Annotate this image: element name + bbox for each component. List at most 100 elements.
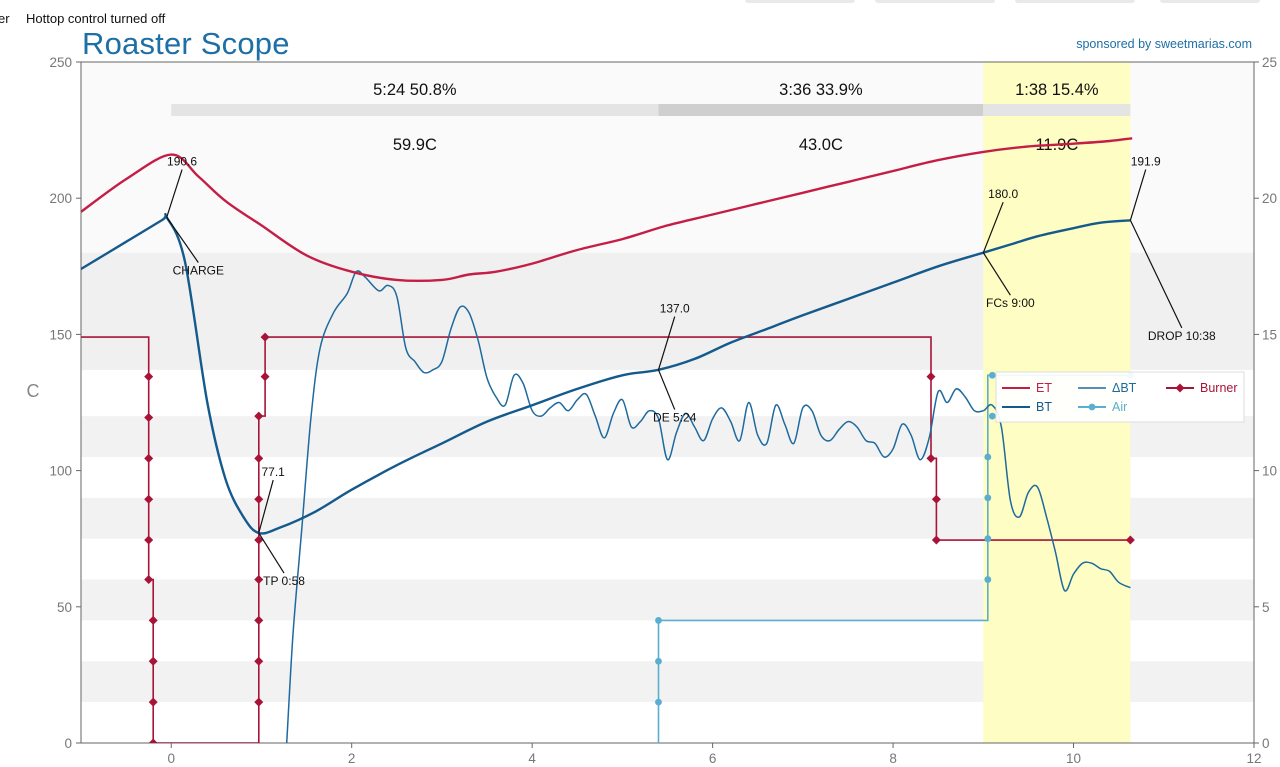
burner-marker: [254, 615, 264, 625]
x-tick-label: 8: [889, 751, 897, 766]
annotation-label: CHARGE: [173, 263, 224, 277]
window-tab-1[interactable]: [745, 0, 855, 3]
truncated-label: er: [0, 11, 10, 26]
delta-bt-line: [285, 270, 1131, 743]
top-status-bar: er Hottop control turned off: [0, 0, 1280, 34]
chart-title: Roaster Scope: [82, 26, 290, 61]
annotation-label: 180.0: [988, 187, 1018, 201]
burner-marker: [254, 575, 264, 585]
burner-marker: [931, 535, 941, 545]
air-marker: [988, 371, 996, 379]
air-marker: [984, 535, 992, 543]
air-marker: [988, 412, 996, 420]
annotation-label: TP 0:58: [263, 574, 305, 588]
status-message: Hottop control turned off: [26, 11, 166, 26]
x-tick-label: 6: [709, 751, 717, 766]
y2-tick-label: 25: [1262, 55, 1277, 70]
legend-box: [995, 371, 1245, 423]
legend: ET BT ΔBT Air Burner: [995, 371, 1245, 423]
window-tab-3[interactable]: [1015, 0, 1135, 3]
annotation-label: 190.6: [167, 155, 197, 169]
y2-tick-label: 0: [1262, 736, 1270, 751]
burner-marker: [254, 697, 264, 707]
burner-marker: [254, 453, 264, 463]
y-tick-label: 150: [49, 327, 72, 342]
phase-bar: [658, 104, 984, 116]
y2-tick-label: 10: [1262, 464, 1277, 479]
burner-marker: [254, 535, 264, 545]
burner-marker: [254, 656, 264, 666]
annotation-leader: [1129, 220, 1183, 329]
burner-marker: [260, 372, 270, 382]
legend-marker-Air: [1088, 403, 1096, 411]
burner-marker: [254, 494, 264, 504]
annotation-leader: [982, 201, 1004, 253]
burner-marker: [144, 535, 154, 545]
annotation-label: 77.1: [262, 465, 286, 479]
burner-marker: [254, 411, 264, 421]
plot-frame: [80, 61, 1255, 744]
burner-marker: [148, 656, 158, 666]
annotation-label: DE 5:24: [653, 411, 697, 425]
burner-marker: [144, 453, 154, 463]
annotation-label: 137.0: [660, 302, 690, 316]
air-marker: [655, 698, 662, 706]
burner-marker: [144, 372, 154, 382]
legend-marker-Burner: [1175, 383, 1185, 393]
legend-label-Air: Air: [1112, 400, 1127, 414]
x-tick-label: 0: [167, 751, 175, 766]
phase-delta: 59.9C: [393, 136, 437, 154]
annotation-leader: [982, 252, 1011, 296]
y-axis-label: C: [27, 381, 40, 401]
x-tick-label: 2: [348, 751, 356, 766]
air-marker: [655, 617, 662, 624]
bt-line: [81, 212, 1131, 535]
window-tab-2[interactable]: [875, 0, 995, 3]
annotation-label: FCs 9:00: [986, 296, 1035, 310]
x-tick-label: 4: [528, 751, 536, 766]
burner-marker: [144, 494, 154, 504]
y2-tick-label: 5: [1262, 600, 1270, 615]
burner-marker: [260, 332, 270, 342]
air-marker: [655, 657, 662, 665]
x-tick-label: 10: [1066, 751, 1081, 766]
phase-bar: [983, 104, 1131, 116]
annotation-label: 191.9: [1131, 155, 1161, 169]
burner-marker: [148, 697, 158, 707]
annotation-leader: [258, 479, 274, 534]
air-marker: [984, 453, 992, 461]
legend-label-Burner: Burner: [1200, 381, 1238, 395]
y2-tick-label: 15: [1262, 327, 1277, 342]
air-marker: [984, 576, 992, 583]
air-marker: [984, 494, 992, 502]
event-annotations: 190.6 CHARGE 77.1 TP 0:58 137.0 DE 5:24 180.0 F…: [166, 155, 1216, 588]
burner-marker: [144, 575, 154, 585]
sponsor-link[interactable]: sponsored by sweetmarias.com: [1076, 37, 1252, 51]
y-tick-label: 0: [64, 736, 72, 751]
y-tick-label: 200: [49, 191, 72, 206]
y-tick-label: 250: [49, 55, 72, 70]
legend-label-dBT: ΔBT: [1112, 381, 1137, 395]
y-tick-label: 50: [57, 600, 72, 615]
annotation-leader: [657, 316, 676, 370]
burner-marker: [926, 453, 936, 463]
y2-tick-label: 20: [1262, 191, 1277, 206]
burner-marker: [926, 372, 936, 382]
window-tab-4[interactable]: [1160, 0, 1260, 3]
annotation-leader: [657, 369, 676, 410]
phase-time-percent: 3:36 33.9%: [779, 81, 863, 99]
annotation-leader: [166, 216, 199, 263]
burner-marker: [1125, 535, 1135, 545]
legend-label-ET: ET: [1036, 381, 1052, 395]
phase-bar: [171, 104, 659, 116]
annotation-leader: [166, 169, 183, 218]
legend-label-BT: BT: [1036, 400, 1052, 414]
annotation-leader: [1129, 169, 1147, 221]
et-line: [81, 137, 1133, 282]
y-tick-label: 100: [49, 464, 72, 479]
burner-marker: [144, 412, 154, 422]
burner-marker: [931, 494, 941, 504]
phase-time-percent: 5:24 50.8%: [373, 81, 457, 99]
